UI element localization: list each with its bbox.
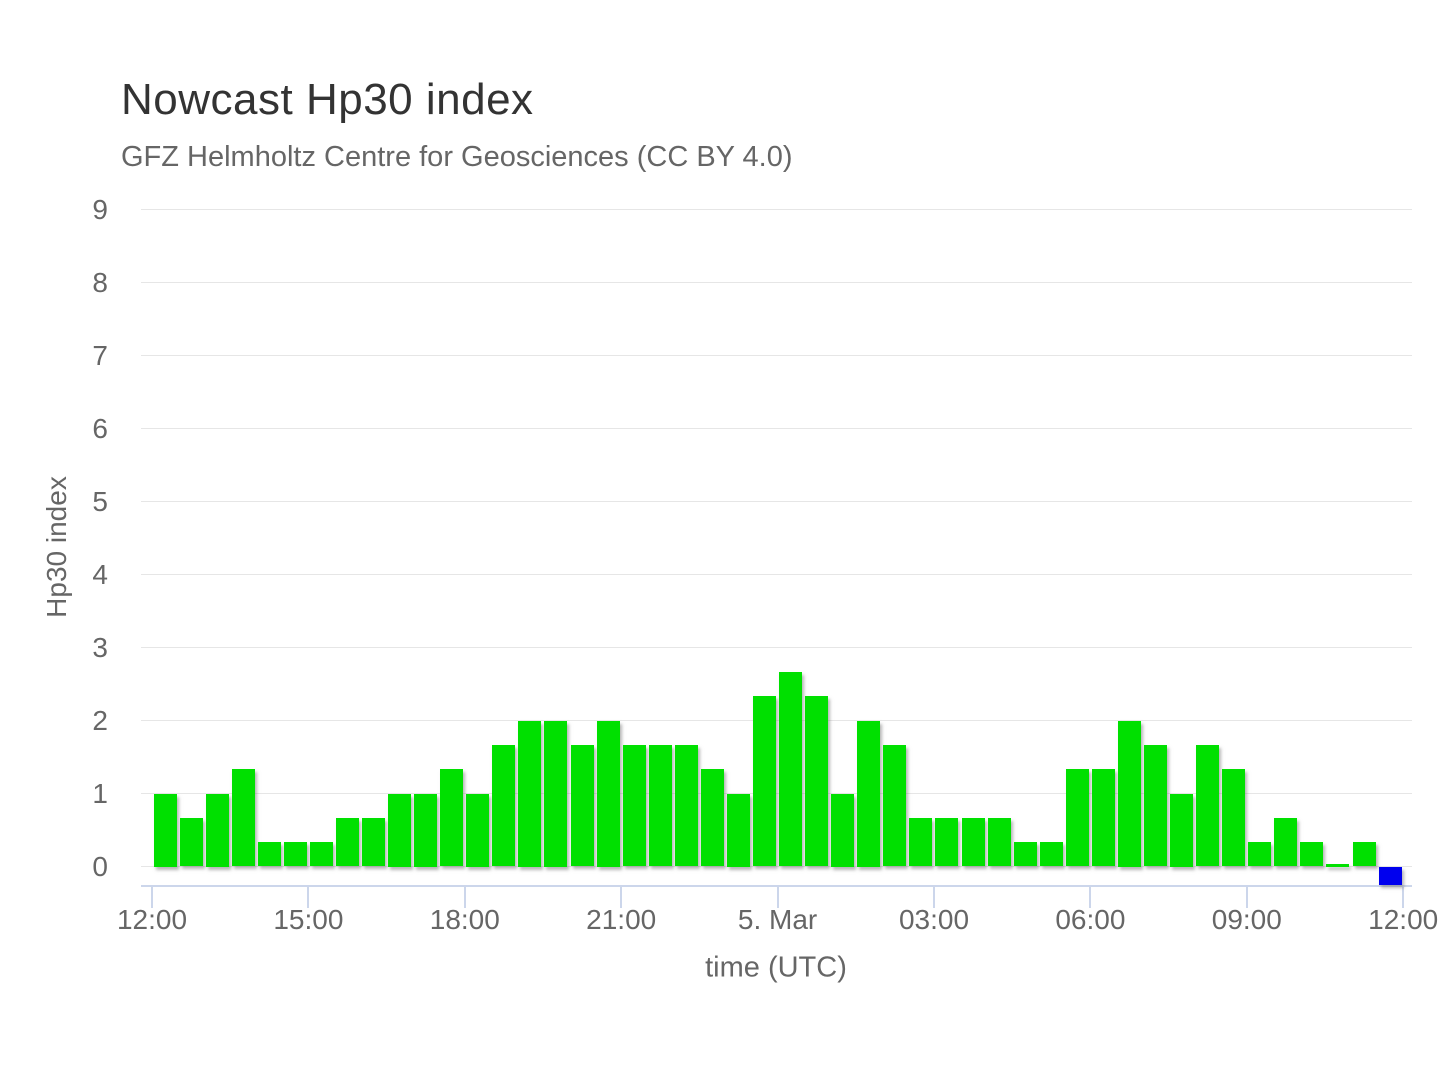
y-gridline <box>141 501 1412 502</box>
hp30-bar[interactable] <box>857 720 881 867</box>
y-tick-label: 6 <box>92 412 108 444</box>
x-tick-label: 5. Mar <box>737 904 818 935</box>
x-tick-label: 12:00 <box>1368 904 1439 935</box>
y-gridline <box>141 720 1412 721</box>
y-tick-label: 4 <box>92 558 108 590</box>
y-tick-label: 3 <box>92 631 108 663</box>
hp30-bar[interactable] <box>726 793 750 867</box>
hp30-bar[interactable] <box>961 817 985 867</box>
x-axis-tick <box>1245 886 1248 908</box>
y-tick-label: 5 <box>92 485 108 517</box>
y-tick-label: 0 <box>92 850 108 882</box>
x-tick-label: 03:00 <box>898 904 970 935</box>
hp30-bar[interactable] <box>1274 817 1298 867</box>
x-tick-label: 06:00 <box>1055 904 1126 935</box>
hp30-bar[interactable] <box>909 817 933 867</box>
x-tick-label: 12:00 <box>116 904 188 935</box>
hp30-bar[interactable] <box>440 769 464 867</box>
hp30-bar[interactable] <box>1013 842 1037 867</box>
x-axis-tick <box>151 886 153 908</box>
hp30-bar[interactable] <box>674 744 698 867</box>
y-gridline <box>141 574 1412 575</box>
x-tick-label: 21:00 <box>586 904 657 935</box>
x-axis-title: time (UTC) <box>705 951 847 984</box>
hp30-bar[interactable] <box>518 720 542 867</box>
x-axis-tick <box>307 886 310 908</box>
hp30-bar[interactable] <box>179 817 203 867</box>
pending-interval-bar[interactable] <box>1378 866 1402 885</box>
hp30-bar[interactable] <box>596 720 620 867</box>
y-gridline <box>141 866 1412 867</box>
y-tick-label: 1 <box>92 777 108 809</box>
x-axis-tick <box>933 886 935 908</box>
hp30-bar[interactable] <box>335 817 359 867</box>
y-gridline <box>141 209 1412 210</box>
hp30-bar[interactable] <box>1352 842 1376 867</box>
hp30-bar[interactable] <box>779 671 803 867</box>
y-tick-label: 7 <box>92 339 108 371</box>
hp30-bar[interactable] <box>1170 793 1194 867</box>
y-tick-label: 8 <box>92 266 108 298</box>
hp30-bar[interactable] <box>987 817 1011 867</box>
hp30-bar[interactable] <box>362 817 386 867</box>
hp30-bar[interactable] <box>1144 744 1167 867</box>
x-axis-tick <box>463 886 466 908</box>
hp30-bar[interactable] <box>231 769 255 867</box>
hp30-bar[interactable] <box>1196 744 1220 867</box>
hp30-bar[interactable] <box>466 793 490 867</box>
hp30-bar[interactable] <box>883 744 907 867</box>
hp30-bar[interactable] <box>1091 769 1115 867</box>
x-tick-label: 18:00 <box>429 904 500 935</box>
hp30-bar[interactable] <box>622 744 646 867</box>
hp30-bar[interactable] <box>648 744 672 867</box>
hp30-bar[interactable] <box>257 842 281 867</box>
chart-title: Nowcast Hp30 index <box>121 75 534 124</box>
hp30-bar[interactable] <box>753 696 777 867</box>
hp30-bar[interactable] <box>1039 842 1063 867</box>
x-axis-tick <box>1402 886 1405 908</box>
y-gridline <box>141 428 1412 429</box>
hp30-bar[interactable] <box>570 744 594 867</box>
y-gridline <box>141 793 1412 794</box>
y-gridline <box>141 647 1412 648</box>
x-tick-label: 09:00 <box>1211 904 1282 935</box>
x-axis-tick <box>776 886 779 908</box>
x-tick-label: 15:00 <box>273 904 344 935</box>
y-gridline <box>141 282 1412 283</box>
hp30-bar[interactable] <box>1326 864 1350 867</box>
hp30-bar[interactable] <box>805 696 829 867</box>
hp30-bar[interactable] <box>309 842 333 867</box>
hp30-bar[interactable] <box>492 744 516 867</box>
y-tick-label: 9 <box>92 193 108 225</box>
y-tick-label: 2 <box>92 704 108 736</box>
hp30-bar[interactable] <box>935 817 959 867</box>
hp30-bar[interactable] <box>153 793 177 867</box>
hp30-bar[interactable] <box>700 769 724 867</box>
hp30-bar[interactable] <box>831 793 855 867</box>
hp30-bar[interactable] <box>1248 842 1272 867</box>
chart-subtitle: GFZ Helmholtz Centre for Geosciences (CC… <box>121 141 793 173</box>
hp30-bar[interactable] <box>283 842 307 867</box>
x-axis-tick <box>1089 886 1092 908</box>
hp30-bar[interactable] <box>205 793 229 867</box>
hp30-bar[interactable] <box>1117 720 1141 867</box>
hp30-bar[interactable] <box>388 793 412 867</box>
hp30-bar[interactable] <box>1222 769 1246 867</box>
hp30-bar[interactable] <box>1065 769 1089 867</box>
y-gridline <box>141 355 1412 356</box>
x-axis-tick <box>620 886 623 908</box>
hp30-bar[interactable] <box>414 793 438 867</box>
x-axis-line <box>141 885 1412 887</box>
hp30-bar[interactable] <box>544 720 568 867</box>
hp30-bar[interactable] <box>1300 842 1324 867</box>
